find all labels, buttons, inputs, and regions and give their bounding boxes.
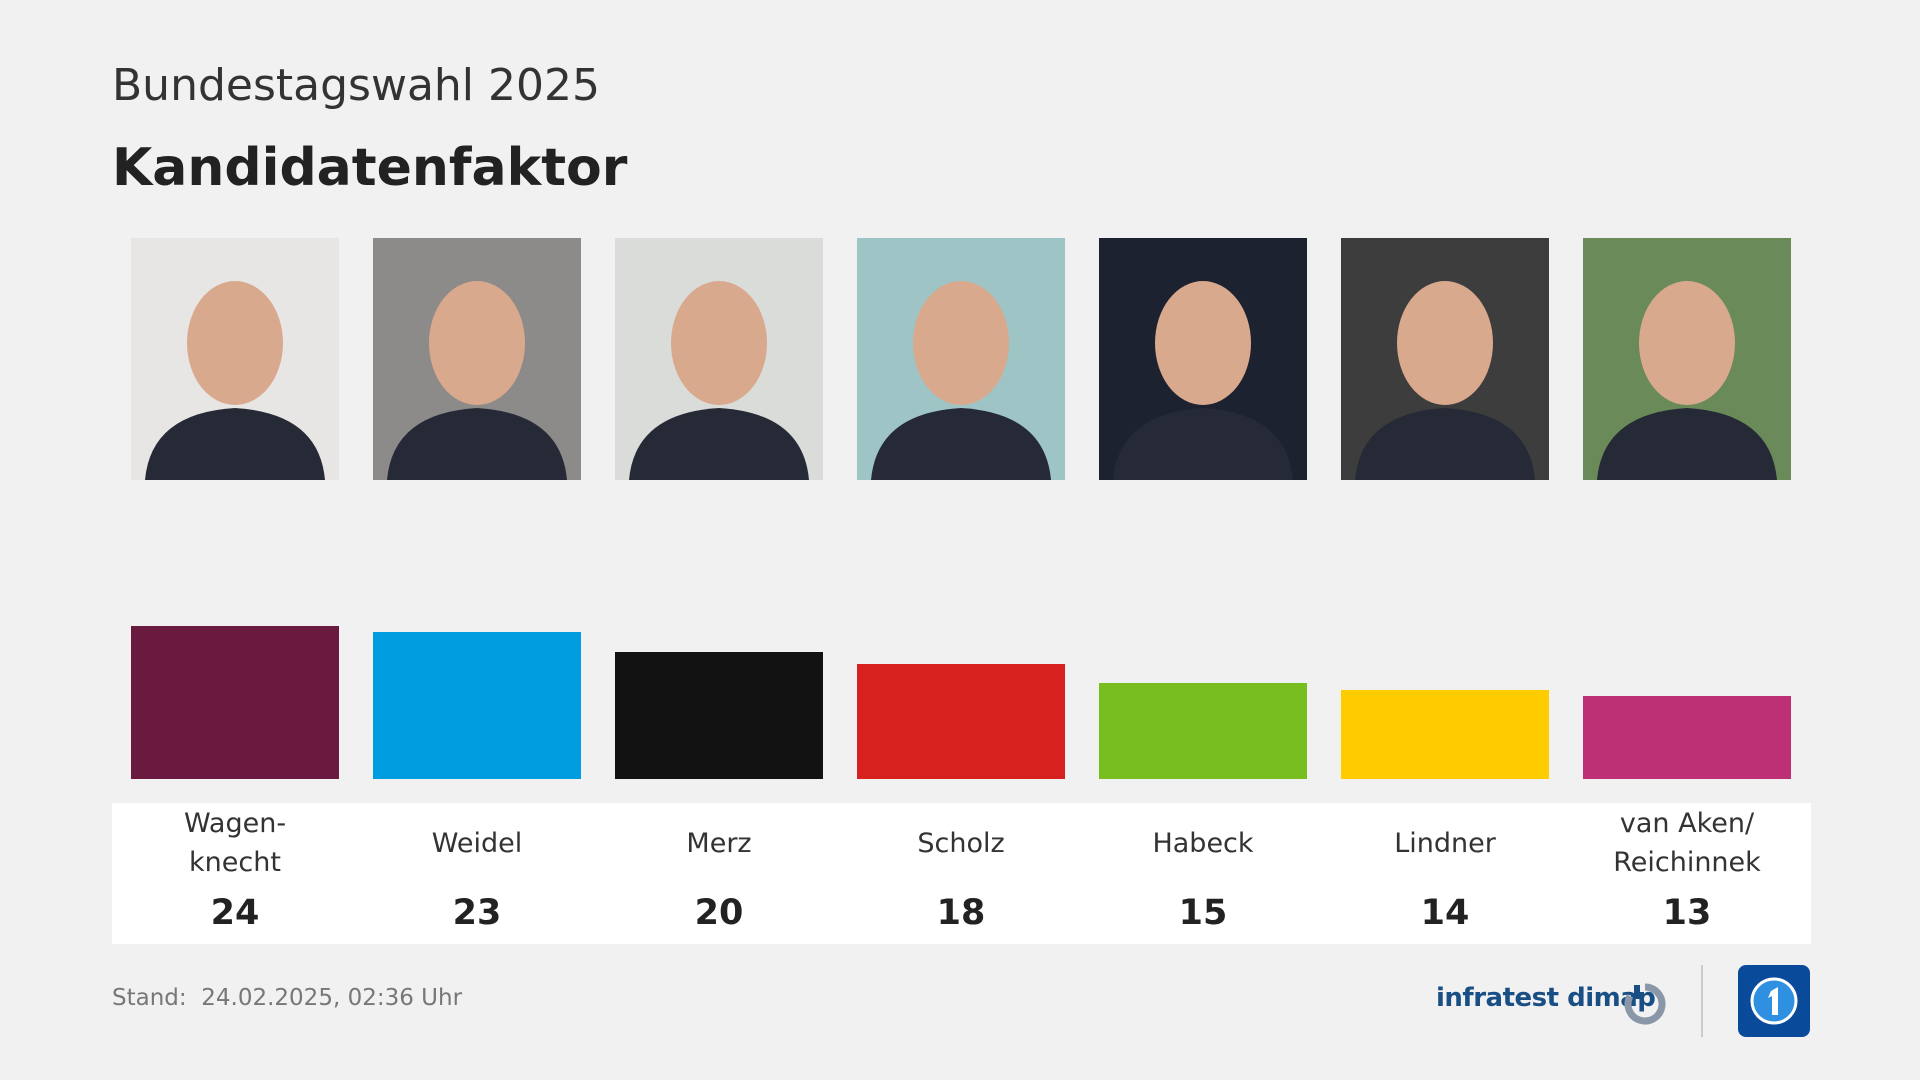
bar [1341, 689, 1549, 779]
broadcaster-logo [1738, 965, 1810, 1037]
face [913, 281, 1009, 405]
divider [1701, 965, 1703, 1037]
portrait [1113, 281, 1293, 480]
category-label: Wagen- knecht [183, 808, 287, 878]
source-logo: infratest dimap [1436, 983, 1656, 1013]
candidate-photo [1341, 238, 1549, 480]
category-label: Merz [686, 827, 752, 859]
category-label: Scholz [917, 827, 1005, 859]
source-logo-icon [1624, 983, 1666, 1025]
candidate-photo [373, 238, 581, 480]
category-label: Weidel [431, 827, 523, 859]
candidate-photo [1583, 238, 1791, 480]
shoulders [871, 408, 1051, 480]
shoulders [387, 408, 567, 480]
value-label: 14 [1420, 893, 1470, 933]
face [187, 281, 283, 405]
value-label: 23 [452, 893, 502, 933]
value-label: 20 [694, 893, 744, 933]
bar [857, 664, 1065, 779]
candidate-photo [615, 238, 823, 480]
portrait [629, 281, 809, 480]
value-label: 24 [210, 893, 260, 933]
logo-arc [1624, 983, 1666, 1025]
face [1397, 281, 1493, 405]
logo-bar [1634, 985, 1640, 999]
portrait [387, 281, 567, 480]
shoulders [1113, 408, 1293, 480]
title: Kandidatenfaktor [112, 138, 628, 198]
portrait [871, 281, 1051, 480]
bar [131, 626, 339, 779]
candidate-photo [857, 238, 1065, 480]
shoulders [145, 408, 325, 480]
bar [615, 651, 823, 779]
face [1639, 281, 1735, 405]
face [429, 281, 525, 405]
value-label: 15 [1178, 893, 1228, 933]
portrait [145, 281, 325, 480]
face [671, 281, 767, 405]
shoulders [1597, 408, 1777, 480]
shoulders [1355, 408, 1535, 480]
candidate-photo [131, 238, 339, 480]
category-label: Habeck [1152, 827, 1254, 859]
subtitle: Bundestagswahl 2025 [112, 60, 600, 111]
bar [373, 632, 581, 779]
value-label: 18 [936, 893, 986, 933]
category-label: van Aken/ Reichinnek [1613, 808, 1761, 878]
value-label: 13 [1662, 893, 1712, 933]
bar [1583, 696, 1791, 779]
portrait [1355, 281, 1535, 480]
timestamp: Stand: 24.02.2025, 02:36 Uhr [112, 985, 463, 1011]
face [1155, 281, 1251, 405]
shoulders [629, 408, 809, 480]
category-label: Lindner [1394, 827, 1496, 859]
logo-one [1768, 987, 1778, 1015]
portrait [1597, 281, 1777, 480]
bar [1099, 683, 1307, 779]
candidate-photo [1099, 238, 1307, 480]
label-band [112, 803, 1811, 944]
